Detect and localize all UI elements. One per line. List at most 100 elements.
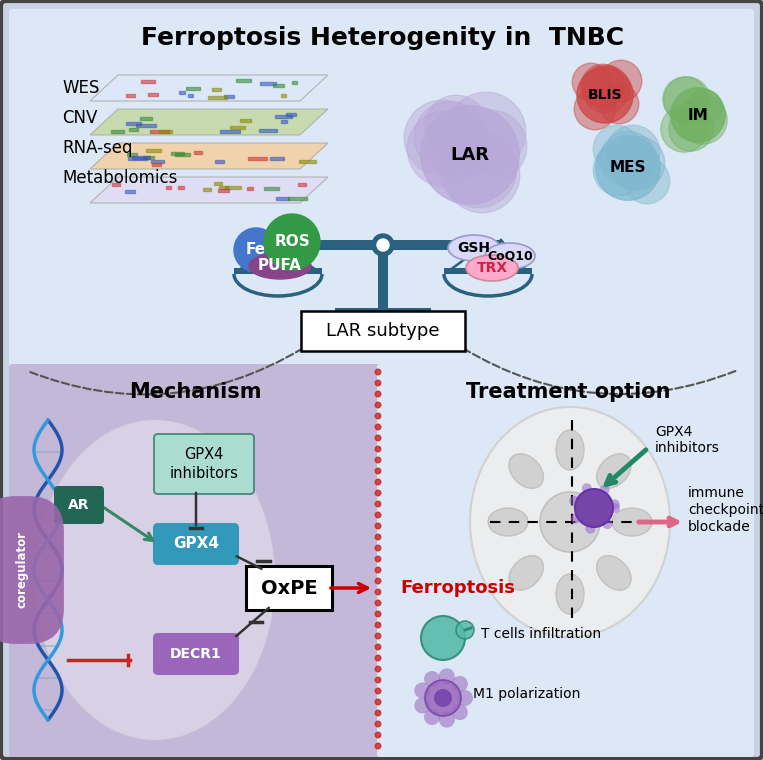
Bar	[286, 113, 296, 116]
Circle shape	[610, 499, 620, 509]
Bar	[112, 183, 120, 186]
Bar	[288, 197, 307, 200]
Text: BLIS: BLIS	[588, 88, 623, 102]
Circle shape	[434, 689, 452, 707]
Text: T cells infiltration: T cells infiltration	[481, 627, 601, 641]
Bar	[247, 187, 253, 190]
Bar	[143, 156, 154, 159]
Circle shape	[407, 111, 483, 187]
Polygon shape	[90, 177, 328, 203]
Text: LAR subtype: LAR subtype	[327, 322, 439, 340]
Circle shape	[446, 92, 526, 172]
Circle shape	[375, 413, 381, 419]
Circle shape	[377, 239, 389, 251]
Ellipse shape	[509, 556, 543, 591]
Bar	[270, 157, 284, 160]
Ellipse shape	[597, 556, 631, 591]
Circle shape	[375, 677, 381, 682]
Circle shape	[606, 125, 660, 179]
Bar	[148, 93, 158, 96]
Circle shape	[420, 106, 520, 204]
Text: WES: WES	[62, 79, 99, 97]
Text: TRX: TRX	[476, 261, 507, 275]
Circle shape	[582, 483, 592, 493]
Bar	[248, 157, 267, 160]
Ellipse shape	[612, 508, 652, 536]
Circle shape	[624, 158, 670, 204]
Circle shape	[375, 699, 381, 705]
Bar	[219, 186, 228, 189]
Circle shape	[569, 496, 579, 506]
Bar	[132, 156, 150, 159]
Circle shape	[424, 709, 440, 725]
Circle shape	[575, 489, 613, 527]
Bar	[208, 96, 227, 99]
Circle shape	[575, 88, 616, 130]
Bar	[166, 186, 171, 189]
Circle shape	[375, 523, 381, 529]
FancyBboxPatch shape	[154, 434, 254, 494]
Circle shape	[581, 64, 625, 108]
Bar	[159, 130, 172, 133]
Circle shape	[452, 676, 468, 692]
Circle shape	[264, 214, 320, 270]
Circle shape	[375, 689, 381, 694]
Circle shape	[456, 110, 526, 182]
Circle shape	[456, 621, 474, 639]
Bar	[264, 187, 279, 190]
Bar	[150, 130, 169, 133]
Circle shape	[375, 512, 381, 518]
Bar	[152, 163, 161, 166]
Bar	[215, 160, 224, 163]
Text: GPX4
inhibitors: GPX4 inhibitors	[655, 425, 720, 455]
Circle shape	[600, 60, 642, 102]
Ellipse shape	[466, 255, 518, 281]
Bar	[260, 82, 276, 85]
Circle shape	[585, 524, 595, 534]
Circle shape	[540, 492, 600, 552]
Ellipse shape	[556, 574, 584, 614]
Circle shape	[375, 480, 381, 485]
Circle shape	[452, 705, 468, 720]
Text: IM: IM	[687, 107, 708, 122]
Ellipse shape	[470, 407, 670, 637]
Bar	[240, 119, 251, 122]
Circle shape	[577, 67, 633, 123]
Bar	[276, 197, 289, 200]
Bar	[299, 160, 316, 163]
Bar	[275, 115, 292, 118]
Circle shape	[375, 633, 381, 639]
Circle shape	[664, 77, 710, 123]
Bar	[129, 128, 138, 131]
Polygon shape	[90, 109, 328, 135]
Circle shape	[375, 468, 381, 473]
Circle shape	[669, 107, 713, 151]
Circle shape	[375, 545, 381, 551]
Circle shape	[439, 668, 455, 684]
Bar	[378, 250, 388, 310]
Circle shape	[375, 721, 381, 727]
FancyBboxPatch shape	[153, 633, 239, 675]
Text: CoQ10: CoQ10	[487, 249, 533, 262]
Text: LAR: LAR	[450, 146, 490, 164]
Circle shape	[375, 732, 381, 738]
Text: GSH: GSH	[458, 241, 491, 255]
Text: PUFA: PUFA	[258, 258, 302, 274]
Text: AR: AR	[68, 498, 90, 512]
Circle shape	[600, 131, 656, 187]
Ellipse shape	[597, 454, 631, 489]
Circle shape	[375, 710, 381, 716]
Bar	[259, 129, 277, 132]
Bar	[230, 126, 245, 129]
Text: ROS: ROS	[274, 235, 310, 249]
FancyBboxPatch shape	[301, 311, 465, 351]
Circle shape	[375, 534, 381, 540]
Text: GPX4
inhibitors: GPX4 inhibitors	[169, 447, 238, 481]
Circle shape	[572, 63, 610, 101]
Circle shape	[404, 100, 480, 176]
Text: Ferroptosis Heterogenity in  TNBC: Ferroptosis Heterogenity in TNBC	[141, 26, 625, 50]
Bar	[127, 153, 137, 156]
Bar	[203, 188, 211, 191]
Bar	[171, 152, 184, 155]
Circle shape	[375, 391, 381, 397]
